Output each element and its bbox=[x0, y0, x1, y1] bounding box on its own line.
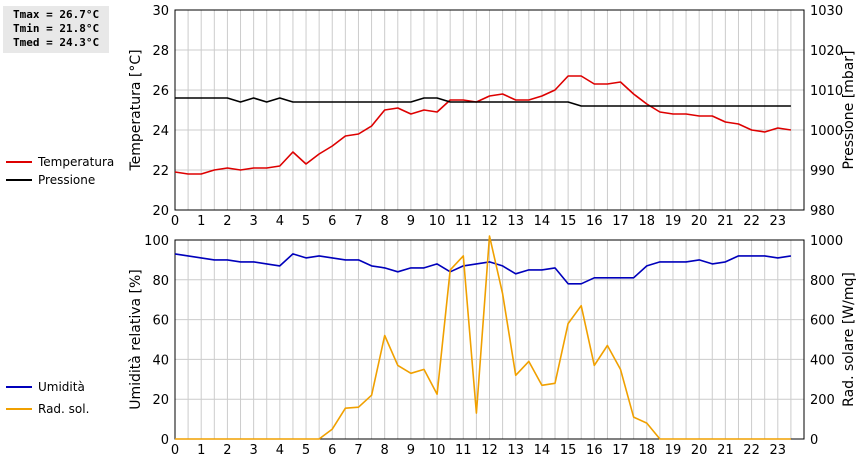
legend-label: Umidità bbox=[38, 380, 85, 394]
x-tick-label: 8 bbox=[381, 214, 389, 229]
y-tick-label-left: 80 bbox=[152, 274, 169, 289]
y-tick-label-right: 1020 bbox=[810, 44, 843, 59]
y-axis-title-right: Rad. solare [W/mq] bbox=[841, 272, 857, 407]
legend-label: Temperatura bbox=[37, 155, 114, 169]
x-tick-label: 21 bbox=[717, 443, 734, 458]
y-tick-label-right: 1000 bbox=[810, 234, 843, 249]
x-tick-label: 21 bbox=[717, 214, 734, 229]
x-tick-label: 3 bbox=[249, 443, 257, 458]
y-tick-label-left: 100 bbox=[144, 234, 169, 249]
y-tick-label-right: 990 bbox=[810, 164, 835, 179]
x-tick-label: 11 bbox=[455, 443, 472, 458]
y-tick-label-right: 980 bbox=[810, 204, 835, 219]
x-tick-label: 14 bbox=[534, 443, 551, 458]
x-tick-label: 9 bbox=[407, 443, 415, 458]
y-tick-label-right: 200 bbox=[810, 393, 835, 408]
x-tick-label: 15 bbox=[560, 443, 577, 458]
tmax-label: Tmax = 26.7°C bbox=[13, 8, 100, 21]
stats-box: Tmax = 26.7°C Tmin = 21.8°C Tmed = 24.3°… bbox=[3, 6, 109, 53]
x-tick-label: 15 bbox=[560, 214, 577, 229]
x-tick-label: 13 bbox=[507, 443, 524, 458]
x-tick-label: 17 bbox=[612, 443, 629, 458]
y-tick-label-left: 40 bbox=[152, 353, 169, 368]
chart-panel-1 bbox=[6, 9, 805, 211]
x-tick-label: 2 bbox=[223, 443, 231, 458]
x-tick-label: 20 bbox=[691, 443, 708, 458]
x-tick-label: 2 bbox=[223, 214, 231, 229]
x-tick-label: 6 bbox=[328, 214, 336, 229]
x-tick-label: 22 bbox=[743, 443, 760, 458]
x-tick-label: 6 bbox=[328, 443, 336, 458]
y-tick-label-right: 0 bbox=[810, 433, 818, 448]
x-tick-label: 18 bbox=[638, 443, 655, 458]
x-tick-label: 1 bbox=[197, 214, 205, 229]
tmin-label: Tmin = 21.8°C bbox=[13, 22, 100, 35]
y-axis-title-left: Umidità relativa [%] bbox=[128, 269, 144, 410]
y-tick-label-left: 30 bbox=[152, 4, 169, 19]
y-tick-label-right: 400 bbox=[810, 353, 835, 368]
y-tick-label-left: 26 bbox=[152, 84, 169, 99]
chart-panel-2 bbox=[6, 235, 805, 440]
x-tick-label: 12 bbox=[481, 214, 498, 229]
x-tick-label: 20 bbox=[691, 214, 708, 229]
legend-label: Pressione bbox=[38, 173, 95, 187]
x-tick-label: 19 bbox=[665, 214, 682, 229]
x-tick-label: 7 bbox=[354, 443, 362, 458]
x-tick-label: 16 bbox=[586, 214, 603, 229]
x-tick-label: 0 bbox=[171, 214, 179, 229]
series-line-1-1 bbox=[174, 75, 792, 175]
x-tick-label: 13 bbox=[507, 214, 524, 229]
x-tick-label: 4 bbox=[276, 443, 284, 458]
y-tick-label-right: 1030 bbox=[810, 4, 843, 19]
y-axis-title-left: Temperatura [°C] bbox=[128, 49, 144, 171]
y-tick-label-right: 600 bbox=[810, 314, 835, 329]
legend-label: Rad. sol. bbox=[38, 402, 89, 416]
x-tick-label: 19 bbox=[665, 443, 682, 458]
x-tick-label: 8 bbox=[381, 443, 389, 458]
y-tick-label-left: 24 bbox=[152, 124, 169, 139]
x-tick-label: 4 bbox=[276, 214, 284, 229]
x-tick-label: 3 bbox=[249, 214, 257, 229]
y-tick-label-left: 20 bbox=[152, 393, 169, 408]
series-line-2-2 bbox=[175, 235, 791, 440]
x-tick-label: 5 bbox=[302, 443, 310, 458]
plot-frame bbox=[174, 9, 805, 211]
x-tick-label: 10 bbox=[429, 214, 446, 229]
x-tick-label: 22 bbox=[743, 214, 760, 229]
y-axis-title-right: Pressione [mbar] bbox=[841, 50, 857, 169]
x-tick-label: 9 bbox=[407, 214, 415, 229]
x-tick-label: 10 bbox=[429, 443, 446, 458]
tmed-label: Tmed = 24.3°C bbox=[13, 36, 100, 49]
y-tick-label-left: 60 bbox=[152, 314, 169, 329]
x-tick-label: 23 bbox=[770, 443, 787, 458]
x-tick-label: 7 bbox=[354, 214, 362, 229]
x-tick-label: 16 bbox=[586, 443, 603, 458]
y-tick-label-left: 22 bbox=[152, 164, 169, 179]
x-tick-label: 1 bbox=[197, 443, 205, 458]
y-tick-label-left: 28 bbox=[152, 44, 169, 59]
y-tick-label-right: 1010 bbox=[810, 84, 843, 99]
y-tick-label-left: 20 bbox=[152, 204, 169, 219]
series-line-2-1 bbox=[174, 253, 792, 285]
y-tick-label-right: 1000 bbox=[810, 124, 843, 139]
x-tick-label: 23 bbox=[770, 214, 787, 229]
x-tick-label: 18 bbox=[638, 214, 655, 229]
x-tick-label: 17 bbox=[612, 214, 629, 229]
x-tick-label: 14 bbox=[534, 214, 551, 229]
x-tick-label: 5 bbox=[302, 214, 310, 229]
series-line-1-2 bbox=[175, 97, 791, 107]
y-tick-label-right: 800 bbox=[810, 274, 835, 289]
x-tick-label: 0 bbox=[171, 443, 179, 458]
x-tick-label: 11 bbox=[455, 214, 472, 229]
x-tick-label: 12 bbox=[481, 443, 498, 458]
y-tick-label-left: 0 bbox=[161, 433, 169, 448]
